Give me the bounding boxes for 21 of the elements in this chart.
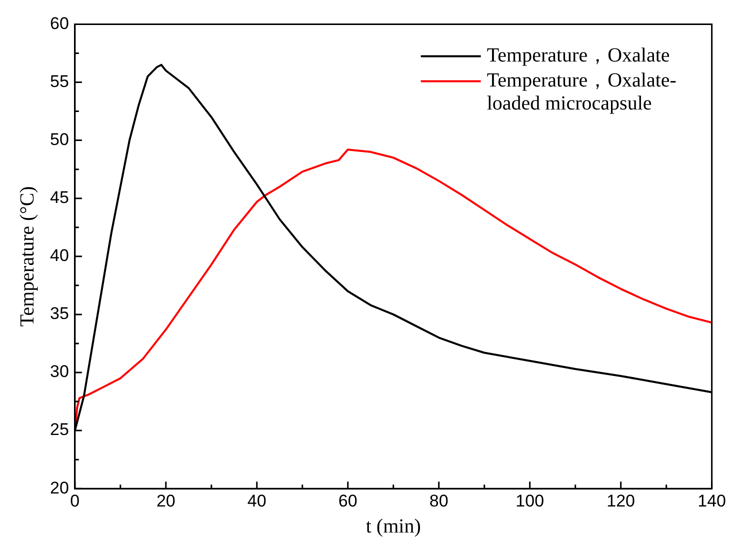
y-tick-label: 35: [50, 304, 69, 324]
y-tick-label: 60: [50, 14, 69, 33]
x-tick-label: 20: [156, 491, 176, 510]
x-tick-label: 100: [516, 491, 544, 510]
y-tick-label: 30: [50, 362, 69, 382]
y-tick-label: 40: [50, 246, 69, 266]
x-tick-label: 120: [606, 491, 636, 510]
x-tick-label: 80: [429, 491, 448, 510]
x-tick-label: 40: [247, 491, 266, 510]
x-tick-label: 0: [70, 491, 80, 510]
x-tick-label: 140: [698, 491, 726, 510]
x-tick-label: 60: [338, 491, 358, 510]
legend-label: Temperature，Oxalate-loaded microcapsule: [486, 69, 676, 114]
y-tick-label: 55: [50, 72, 69, 91]
legend-label: Temperature，Oxalate: [486, 44, 670, 66]
y-tick-label: 45: [50, 188, 69, 208]
x-axis-title: t (min): [366, 515, 421, 538]
y-tick-label: 20: [50, 478, 69, 498]
y-tick-label: 50: [50, 130, 69, 149]
y-tick-label: 25: [50, 420, 69, 440]
y-axis-title: Temperature (°C): [16, 186, 38, 327]
